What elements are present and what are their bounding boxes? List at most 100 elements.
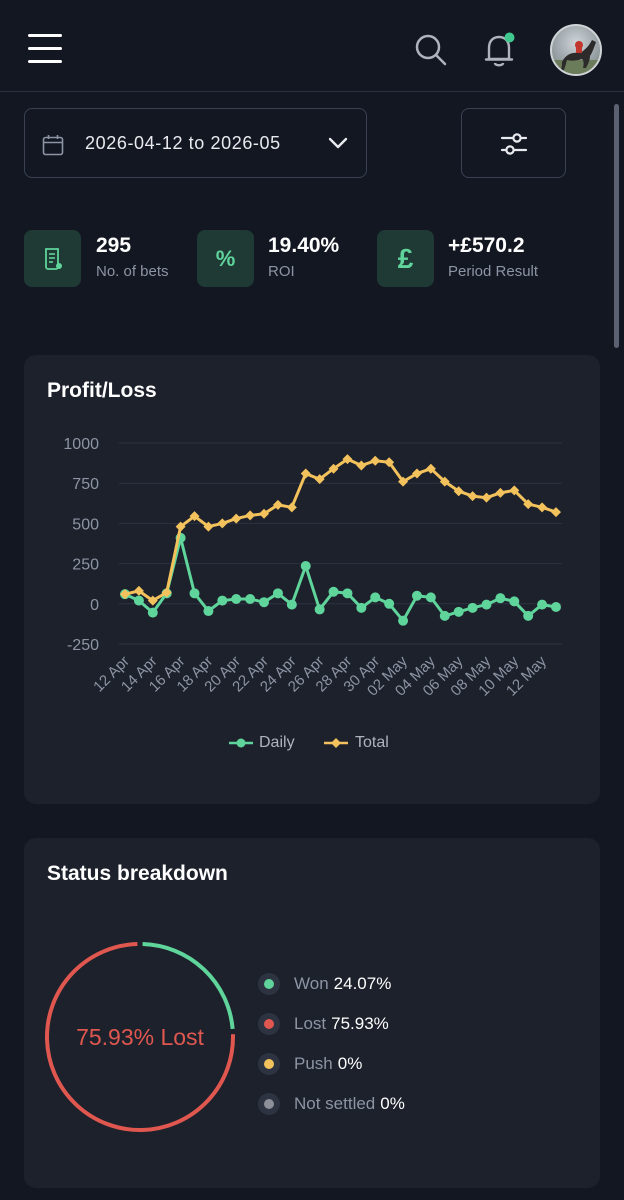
point-total xyxy=(537,502,548,513)
legend-daily-marker xyxy=(229,738,253,748)
point-daily xyxy=(509,596,520,607)
legend-daily[interactable]: Daily xyxy=(259,734,295,751)
point-total xyxy=(509,485,520,496)
point-total xyxy=(286,502,297,513)
point-total xyxy=(272,499,283,510)
point-total xyxy=(328,463,339,474)
point-daily xyxy=(370,592,381,603)
stat-period-label: Period Result xyxy=(448,263,539,280)
point-total xyxy=(120,589,130,600)
point-daily xyxy=(217,595,228,606)
point-total xyxy=(523,499,534,510)
percent-icon: % xyxy=(197,230,254,287)
push-dot xyxy=(258,1053,280,1075)
top-bar xyxy=(0,0,624,92)
not-settled-label: Not settled xyxy=(294,1094,376,1113)
user-avatar[interactable] xyxy=(550,24,602,76)
push-value: 0% xyxy=(337,1054,363,1073)
donut-slice-lost xyxy=(45,942,235,1132)
point-daily xyxy=(272,588,283,599)
not-settled-value: 0% xyxy=(380,1094,405,1113)
search-icon[interactable] xyxy=(414,33,448,67)
point-total xyxy=(481,492,492,503)
point-daily xyxy=(203,606,214,617)
point-daily xyxy=(286,599,297,610)
date-range-picker[interactable]: 2026-04-12 to 2026-05 xyxy=(24,108,367,178)
point-daily xyxy=(133,595,144,606)
calendar-icon xyxy=(42,135,64,156)
point-daily xyxy=(384,598,395,609)
won-dot xyxy=(258,973,280,995)
point-total xyxy=(300,468,311,479)
point-total xyxy=(217,518,228,529)
point-daily xyxy=(398,615,409,626)
stat-roi-label: ROI xyxy=(268,263,295,280)
point-total xyxy=(245,510,256,521)
donut-center-label: 75.93% Lost xyxy=(76,1024,204,1050)
stat-bets-value: 295 xyxy=(96,234,132,257)
point-total xyxy=(495,487,506,498)
won-value: 24.07% xyxy=(333,974,392,993)
won-label: Won xyxy=(294,974,329,993)
point-total xyxy=(425,463,436,474)
bell-icon[interactable] xyxy=(482,32,516,68)
point-daily xyxy=(328,586,339,597)
push-label: Push xyxy=(294,1054,333,1073)
legend-total[interactable]: Total xyxy=(355,734,389,751)
donut-slice-won xyxy=(142,942,235,1030)
point-daily xyxy=(259,597,270,608)
point-total xyxy=(398,476,409,487)
point-daily xyxy=(453,606,464,617)
point-total xyxy=(384,457,395,468)
stat-period-value: +£570.2 xyxy=(448,234,525,257)
point-daily xyxy=(231,593,242,604)
point-total xyxy=(370,455,381,466)
stat-bets-label: No. of bets xyxy=(96,263,169,280)
point-daily xyxy=(481,599,492,610)
point-total xyxy=(189,511,200,522)
point-total xyxy=(314,474,325,485)
point-daily xyxy=(300,561,311,572)
point-total xyxy=(147,595,158,606)
point-daily xyxy=(425,592,436,603)
date-range-text: 2026-04-12 to 2026-05 xyxy=(85,133,281,153)
point-daily xyxy=(147,607,158,618)
lost-label: Lost xyxy=(294,1014,327,1033)
legend-total-marker xyxy=(324,738,348,748)
point-daily xyxy=(537,599,548,610)
status-donut: 75.93% Lost xyxy=(45,942,235,1132)
point-total xyxy=(133,585,144,596)
point-daily xyxy=(495,593,506,604)
point-daily xyxy=(342,588,353,599)
point-total xyxy=(467,491,478,502)
point-total xyxy=(259,508,270,519)
page-scrollbar[interactable] xyxy=(614,104,619,348)
filter-button[interactable] xyxy=(461,108,566,178)
point-total xyxy=(551,507,561,518)
point-daily xyxy=(356,602,367,613)
series-line-daily xyxy=(124,536,557,623)
point-total xyxy=(439,476,450,487)
point-total xyxy=(453,486,464,497)
y-tick-label: 500 xyxy=(72,516,99,533)
point-total xyxy=(161,587,172,598)
stat-roi-value: 19.40% xyxy=(268,234,340,257)
pound-icon: £ xyxy=(377,230,434,287)
point-daily xyxy=(551,602,561,613)
sliders-icon xyxy=(500,133,528,155)
point-total xyxy=(356,460,367,471)
point-total xyxy=(203,521,214,532)
point-daily xyxy=(189,588,200,599)
point-daily xyxy=(467,602,478,613)
point-daily xyxy=(411,590,422,601)
status-breakdown-card: Status breakdown 75.93% Lost xyxy=(24,838,600,1188)
hamburger-icon[interactable] xyxy=(28,34,64,64)
profit-loss-title: Profit/Loss xyxy=(47,379,157,402)
y-tick-label: 1000 xyxy=(63,436,99,453)
point-daily xyxy=(439,610,450,621)
point-total xyxy=(342,454,353,465)
chevron-down-icon xyxy=(328,137,348,149)
profit-loss-card: Profit/Loss 1000 750 500 250 0 -250 12 Apr 14 A… xyxy=(24,355,600,804)
y-tick-label: 250 xyxy=(72,557,99,574)
